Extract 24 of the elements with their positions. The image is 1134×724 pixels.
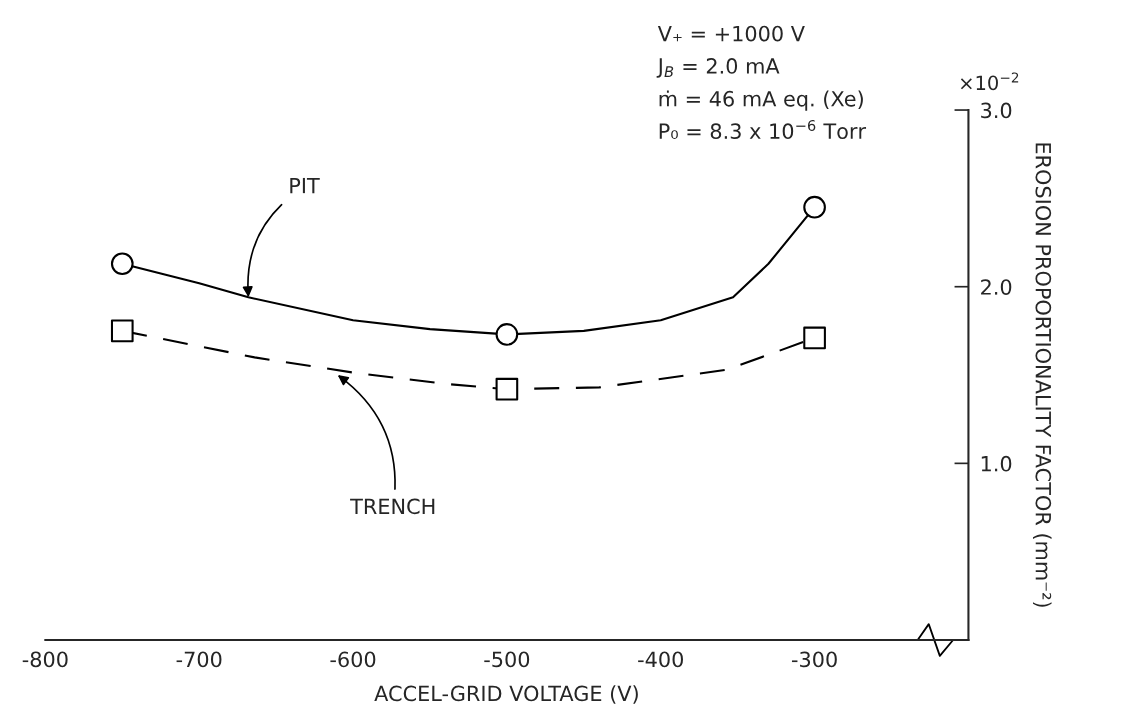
annotation: TRENCH (350, 498, 435, 515)
y-tick-label: 1.0 (981, 455, 1012, 472)
text: J$_{B}$ = 2.0 mA (656, 58, 780, 78)
x-tick-label: -600 (330, 651, 376, 668)
text: V₊ = +1000 V (657, 25, 805, 42)
text: ×10$^{−2}$ (960, 72, 1019, 91)
point (110, 319, 134, 343)
annotation: ṁ = 46 mA eq. (Xe) (659, 90, 863, 111)
x-tick-label: -500 (484, 651, 530, 668)
point (495, 377, 519, 401)
point (110, 252, 134, 276)
y-axis-title: EROSION PROPORTIONALITY FACTOR (mm⁻²) (1032, 143, 1052, 607)
point (803, 326, 826, 350)
x-tick-label: -800 (22, 651, 68, 668)
point (803, 195, 826, 219)
x-tick-label: -300 (791, 651, 837, 668)
x-axis-title: ACCEL-GRID VOLTAGE (V) (374, 685, 638, 704)
y-tick-label: 3.0 (981, 102, 1012, 119)
x-tick-label: -700 (176, 651, 222, 668)
annotation: P₀ = 8.3 x 10$^{−6}$ Torr (659, 119, 867, 140)
annotation: PIT (290, 177, 320, 194)
y-tick-label: 2.0 (981, 279, 1012, 295)
x-tick-label: -400 (638, 651, 683, 668)
point (495, 323, 519, 346)
